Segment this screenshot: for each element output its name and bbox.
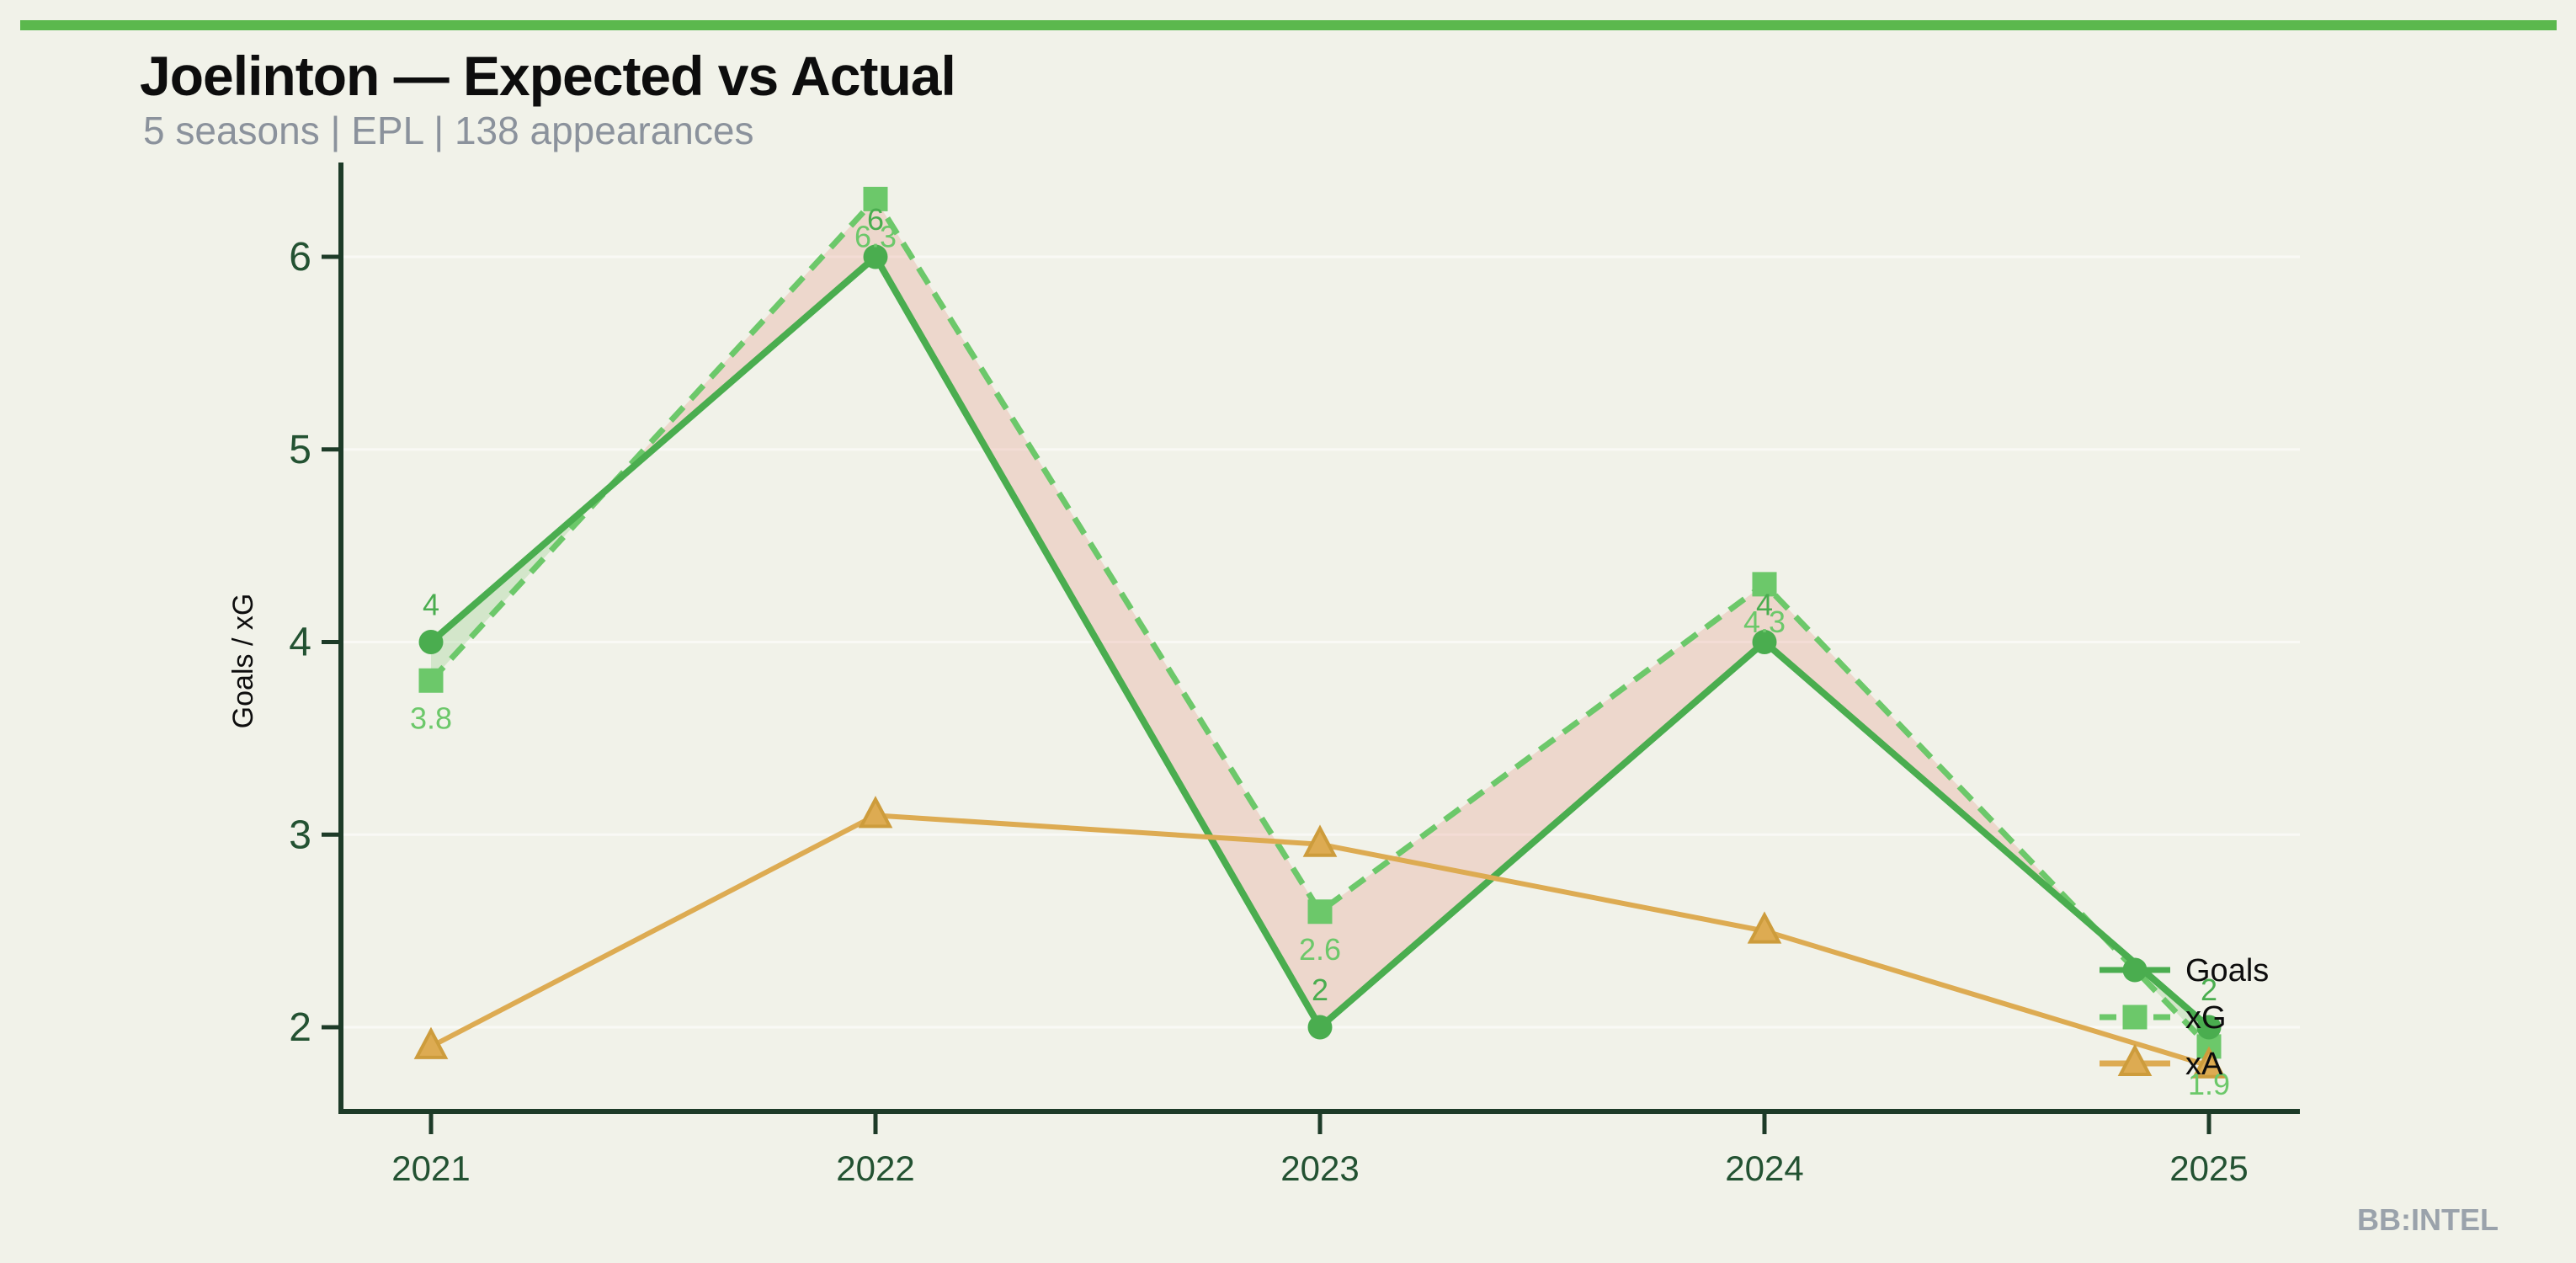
page-title: Joelinton — Expected vs Actual <box>140 45 956 107</box>
xg-point-label: 1.9 <box>2188 1067 2230 1101</box>
y-tick-label: 6 <box>289 235 311 280</box>
y-tick-label: 4 <box>289 621 311 665</box>
legend-item-xa-key-marker <box>2117 1043 2153 1076</box>
goals-marker <box>2196 1015 2222 1040</box>
legend-item-xg-key-marker <box>2122 1005 2148 1030</box>
goals-point-label: 6 <box>867 202 884 237</box>
xg-marker <box>418 668 444 693</box>
xa-marker <box>1302 824 1338 857</box>
y-tick-label: 2 <box>289 1005 311 1050</box>
xg-point-label: 3.8 <box>410 701 452 735</box>
y-axis-title: Goals / xG <box>227 594 259 729</box>
branding-watermark: BB:INTEL <box>2357 1202 2499 1237</box>
xg-marker <box>1752 572 1777 597</box>
xg-point-label: 6.3 <box>854 219 897 253</box>
x-tick-label: 2021 <box>391 1148 470 1188</box>
top-accent-bar <box>20 20 2557 30</box>
goals-marker <box>1752 630 1777 654</box>
xa-marker <box>413 1026 449 1059</box>
goals-point-label: 2 <box>1312 973 1328 1007</box>
y-tick-label: 5 <box>289 428 311 472</box>
y-tick-label: 3 <box>289 813 311 857</box>
legend-item-xa-label: xA <box>2185 1047 2223 1082</box>
legend-item-xg-label: xG <box>2185 1000 2227 1036</box>
page-subtitle: 5 seasons | EPL | 138 appearances <box>143 109 754 152</box>
legend-item-goals-label: Goals <box>2185 953 2269 989</box>
goals-marker <box>863 244 888 269</box>
x-tick-label: 2025 <box>2169 1148 2248 1188</box>
fill-underperformance <box>610 199 2098 1027</box>
xa-marker <box>1747 911 1782 944</box>
xg-point-label: 2.6 <box>1299 932 1341 967</box>
legend-item-goals-key-marker <box>2122 957 2148 983</box>
x-tick-label: 2023 <box>1280 1148 1359 1188</box>
goals-point-label: 4 <box>1756 588 1773 622</box>
goals-point-label: 4 <box>423 588 439 622</box>
xg-marker <box>1307 899 1333 925</box>
goals-marker <box>418 630 444 654</box>
x-tick-label: 2022 <box>836 1148 914 1188</box>
xg-point-label: 4.3 <box>1743 605 1786 639</box>
xg-marker <box>863 186 888 211</box>
xa-marker <box>2191 1046 2227 1079</box>
goals-marker <box>1307 1015 1333 1040</box>
goals-point-label: 2 <box>2201 973 2217 1007</box>
x-tick-label: 2024 <box>1725 1148 1803 1188</box>
xa-marker <box>858 796 893 829</box>
